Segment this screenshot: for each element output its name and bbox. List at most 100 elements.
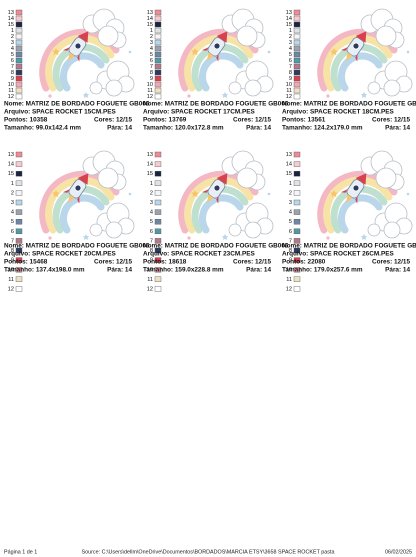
color-number: 5 [11, 52, 14, 58]
design-name: Nome: MATRIZ DE BORDADO FOGUETE GB006 [4, 101, 150, 108]
source-path: Source: C:\Users\dellm\OneDrive\Document… [82, 549, 335, 555]
color-swatch [293, 87, 301, 94]
color-swatch [154, 21, 162, 28]
color-swatch [15, 21, 23, 28]
color-swatch [15, 69, 23, 76]
color-number: 1 [289, 28, 292, 34]
color-number: 15 [8, 171, 14, 177]
file-name: Arquivo: SPACE ROCKET 23CM.PES [143, 251, 255, 258]
color-swatch [154, 238, 162, 244]
color-swatch [154, 151, 162, 158]
color-swatch [15, 286, 23, 292]
color-swatch [293, 276, 301, 282]
color-swatch [154, 218, 162, 225]
color-swatch [154, 81, 162, 88]
color-swatch [154, 161, 162, 167]
color-number: 3 [11, 200, 14, 206]
color-number: 8 [11, 248, 14, 254]
color-number: 8 [289, 70, 292, 76]
color-swatch [293, 238, 301, 244]
file-name: Arquivo: SPACE ROCKET 26CM.PES [282, 251, 394, 258]
color-swatch [15, 218, 23, 225]
color-swatch [293, 209, 301, 215]
color-number: 11 [286, 88, 292, 94]
color-number: 10 [286, 267, 292, 273]
color-number: 1 [289, 181, 292, 187]
color-number: 5 [289, 219, 292, 225]
stitch-count: Pontos: 13561 [282, 117, 326, 124]
stop-count: Pára: 14 [246, 125, 271, 132]
color-swatch [15, 267, 23, 273]
color-number: 1 [150, 181, 153, 187]
color-number: 10 [286, 82, 292, 88]
color-number: 9 [11, 76, 14, 82]
color-number: 4 [150, 210, 153, 216]
color-swatch [15, 63, 23, 70]
color-swatch [293, 9, 301, 16]
file-name: Arquivo: SPACE ROCKET 20CM.PES [4, 251, 116, 258]
color-swatch [15, 39, 23, 46]
color-number: 7 [150, 238, 153, 244]
color-number: 12 [8, 94, 14, 100]
color-swatch [15, 209, 23, 215]
color-number: 6 [289, 229, 292, 235]
design-size: Tamanho: 159.0x228.8 mm [143, 267, 224, 274]
color-swatch [15, 9, 23, 16]
design-size: Tamanho: 99.0x142.4 mm [4, 125, 81, 132]
color-number: 4 [289, 46, 292, 52]
design-preview [182, 151, 273, 240]
stop-count: Pára: 14 [107, 267, 132, 274]
color-number: 15 [147, 22, 153, 28]
design-name: Nome: MATRIZ DE BORDADO FOGUETE GB006 [4, 243, 150, 250]
design-preview [43, 151, 134, 240]
color-count: Cores: 12/15 [94, 259, 132, 266]
color-number: 4 [11, 210, 14, 216]
color-swatch [293, 15, 301, 22]
color-swatch [293, 199, 301, 206]
color-number: 12 [286, 286, 292, 292]
color-number: 9 [150, 258, 153, 264]
color-number: 14 [147, 16, 153, 22]
color-swatch [293, 170, 301, 177]
color-number: 1 [150, 28, 153, 34]
color-swatch [154, 286, 162, 292]
color-number: 3 [289, 40, 292, 46]
color-swatch [293, 161, 301, 167]
color-number: 2 [150, 190, 153, 196]
color-swatch [154, 170, 162, 177]
color-swatch [15, 93, 23, 100]
color-number: 13 [286, 152, 292, 158]
color-swatch [293, 247, 301, 254]
color-swatch [293, 81, 301, 88]
color-swatch [293, 228, 301, 235]
design-size: Tamanho: 124.2x179.0 mm [282, 125, 363, 132]
file-name: Arquivo: SPACE ROCKET 15CM.PES [4, 109, 116, 116]
color-swatch [154, 209, 162, 215]
color-number: 11 [8, 88, 14, 94]
color-swatch [154, 247, 162, 254]
color-number: 2 [289, 34, 292, 40]
color-swatch [154, 15, 162, 22]
color-swatch [15, 247, 23, 254]
color-swatch [15, 57, 23, 64]
color-number: 5 [289, 52, 292, 58]
color-swatch [154, 228, 162, 235]
color-number: 13 [147, 10, 153, 16]
color-number: 3 [289, 200, 292, 206]
color-swatch [293, 39, 301, 46]
color-swatch [154, 257, 162, 263]
color-number: 11 [147, 277, 153, 283]
color-number: 6 [150, 58, 153, 64]
color-number: 11 [8, 277, 14, 283]
color-swatch [293, 267, 301, 273]
stop-count: Pára: 14 [385, 267, 410, 274]
color-swatch [293, 257, 301, 263]
color-number: 13 [286, 10, 292, 16]
color-number: 5 [11, 219, 14, 225]
color-number: 4 [150, 46, 153, 52]
color-number: 3 [150, 40, 153, 46]
color-count: Cores: 12/15 [372, 259, 410, 266]
